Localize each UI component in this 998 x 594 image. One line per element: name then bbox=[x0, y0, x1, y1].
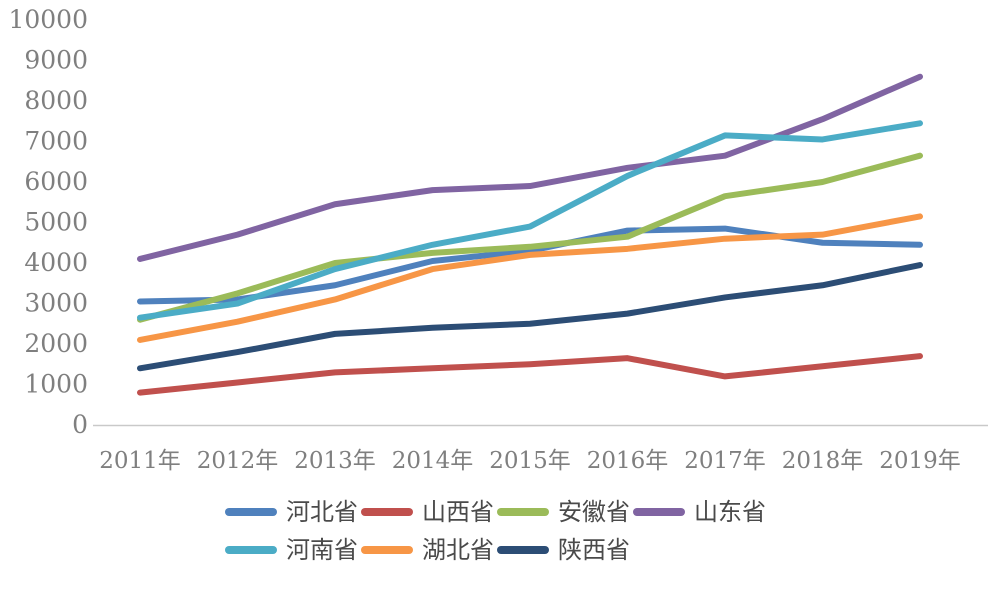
legend-item-3[interactable]: 山东省 bbox=[633, 498, 769, 526]
x-axis-tick-label: 2014年 bbox=[392, 448, 474, 474]
series-line-1 bbox=[137, 353, 923, 396]
series-line-6 bbox=[137, 262, 923, 372]
legend-item-6[interactable]: 陕西省 bbox=[497, 536, 633, 564]
y-axis-tick-label: 9000 bbox=[24, 46, 88, 75]
series-line-2 bbox=[137, 152, 923, 323]
legend-item-4[interactable]: 河南省 bbox=[225, 536, 361, 564]
y-axis-tick-label: 0 bbox=[72, 410, 88, 439]
legend-swatch-icon bbox=[497, 508, 549, 516]
legend-label: 湖北省 bbox=[422, 536, 494, 564]
legend-item-1[interactable]: 山西省 bbox=[361, 498, 497, 526]
legend-swatch-icon bbox=[225, 508, 277, 516]
x-axis-tick-label: 2019年 bbox=[879, 448, 961, 474]
y-axis-tick-label: 3000 bbox=[24, 289, 88, 318]
legend-item-5[interactable]: 湖北省 bbox=[361, 536, 497, 564]
y-axis-tick-label: 7000 bbox=[24, 127, 88, 156]
chart-legend: 河北省 山西省 安徽省 山东省河南省 湖北省 陕西省 bbox=[0, 498, 998, 564]
legend-label: 河北省 bbox=[286, 498, 358, 526]
y-axis-tick-label: 5000 bbox=[24, 208, 88, 237]
legend-label: 安徽省 bbox=[558, 498, 630, 526]
y-axis-tick-label: 10000 bbox=[8, 5, 88, 34]
x-axis-tick-label: 2013年 bbox=[294, 448, 376, 474]
series-line-5 bbox=[137, 213, 923, 343]
x-axis-tick-label: 2012年 bbox=[197, 448, 279, 474]
legend-label: 山西省 bbox=[422, 498, 494, 526]
x-axis-tick-label: 2017年 bbox=[684, 448, 766, 474]
legend-items: 河北省 山西省 安徽省 山东省河南省 湖北省 陕西省 bbox=[225, 498, 773, 564]
y-axis-tick-label: 8000 bbox=[24, 86, 88, 115]
x-axis-tick-label: 2016年 bbox=[587, 448, 669, 474]
legend-label: 山东省 bbox=[694, 498, 766, 526]
legend-swatch-icon bbox=[361, 546, 413, 554]
legend-label: 陕西省 bbox=[558, 536, 630, 564]
legend-item-2[interactable]: 安徽省 bbox=[497, 498, 633, 526]
legend-swatch-icon bbox=[361, 508, 413, 516]
x-axis-tick-label: 2011年 bbox=[99, 448, 181, 474]
y-axis-tick-label: 2000 bbox=[24, 329, 88, 358]
legend-item-0[interactable]: 河北省 bbox=[225, 498, 361, 526]
series-line-3 bbox=[137, 73, 923, 262]
legend-swatch-icon bbox=[225, 546, 277, 554]
y-axis-tick-label: 6000 bbox=[24, 167, 88, 196]
legend-swatch-icon bbox=[497, 546, 549, 554]
y-axis-tick-label: 4000 bbox=[24, 248, 88, 277]
legend-swatch-icon bbox=[633, 508, 685, 516]
series-line-4 bbox=[137, 120, 923, 321]
legend-label: 河南省 bbox=[286, 536, 358, 564]
x-axis-tick-label: 2018年 bbox=[782, 448, 864, 474]
y-axis-tick-label: 1000 bbox=[24, 370, 88, 399]
x-axis-tick-label: 2015年 bbox=[489, 448, 571, 474]
